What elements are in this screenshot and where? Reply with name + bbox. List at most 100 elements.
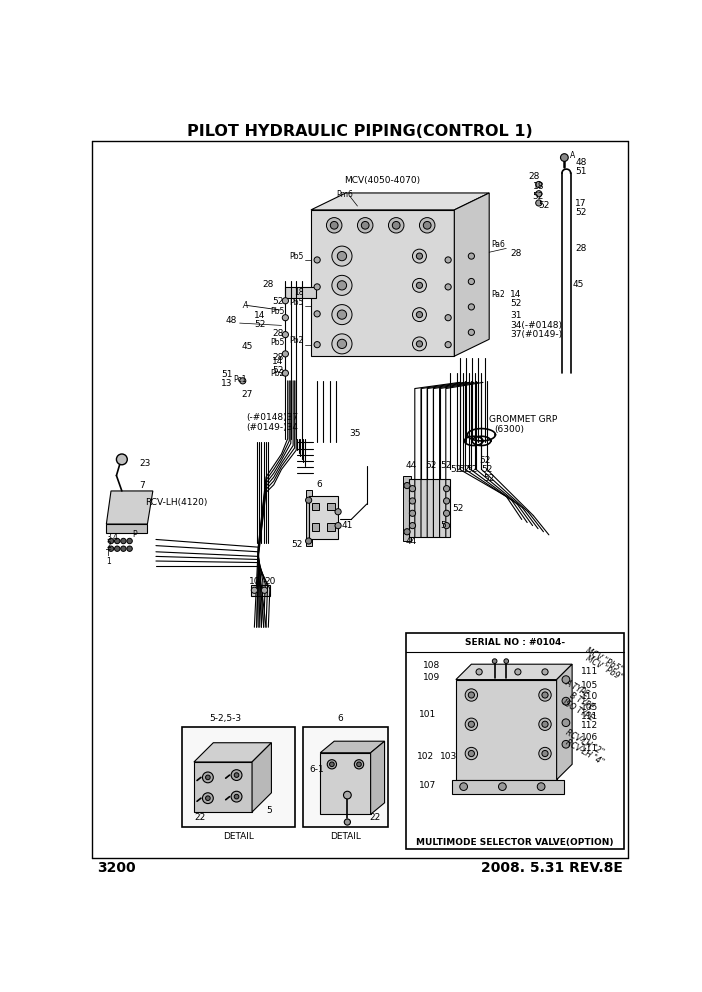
Circle shape	[121, 546, 126, 552]
Circle shape	[335, 523, 341, 529]
Bar	[406, 634, 624, 849]
Circle shape	[337, 281, 347, 290]
Text: 28: 28	[528, 173, 539, 182]
Text: Pb5: Pb5	[289, 252, 304, 261]
Circle shape	[445, 284, 451, 290]
Bar	[409, 479, 450, 537]
Text: 6: 6	[317, 480, 322, 489]
Text: 3: 3	[106, 534, 111, 543]
Text: 52: 52	[458, 465, 470, 474]
Circle shape	[234, 773, 239, 778]
Text: 6-1: 6-1	[310, 765, 324, 774]
Text: Pc1: Pc1	[234, 375, 247, 384]
Circle shape	[536, 200, 542, 206]
Circle shape	[492, 659, 497, 664]
Circle shape	[337, 252, 347, 261]
Circle shape	[413, 279, 426, 293]
Circle shape	[542, 669, 548, 675]
Circle shape	[468, 750, 475, 757]
Text: 28: 28	[575, 244, 587, 253]
Circle shape	[108, 546, 114, 552]
Text: 18: 18	[533, 183, 544, 191]
Text: 28: 28	[272, 353, 284, 362]
Circle shape	[239, 378, 246, 384]
Circle shape	[465, 718, 477, 730]
Text: Pa2: Pa2	[491, 290, 505, 300]
Text: MULTIMODE SELECTOR VALVE(OPTION): MULTIMODE SELECTOR VALVE(OPTION)	[416, 838, 614, 847]
Circle shape	[562, 676, 570, 683]
Text: PILOT HYDRAULIC PIPING(CONTROL 1): PILOT HYDRAULIC PIPING(CONTROL 1)	[187, 124, 533, 139]
Text: 52: 52	[451, 465, 462, 474]
Circle shape	[114, 539, 120, 544]
Circle shape	[314, 257, 320, 263]
Bar	[312, 503, 319, 510]
Text: Pb2: Pb2	[270, 369, 284, 378]
Circle shape	[465, 688, 477, 701]
Text: 52: 52	[425, 461, 436, 470]
Circle shape	[444, 523, 450, 529]
Text: 52: 52	[575, 208, 587, 217]
Circle shape	[445, 257, 451, 263]
Circle shape	[444, 498, 450, 504]
Text: SERIAL NO : #0104-: SERIAL NO : #0104-	[465, 638, 565, 647]
Circle shape	[231, 792, 242, 802]
Polygon shape	[311, 193, 489, 210]
Bar	[403, 475, 411, 541]
Text: 22: 22	[369, 812, 380, 822]
Circle shape	[562, 740, 570, 748]
Text: 13: 13	[221, 379, 232, 389]
Circle shape	[202, 772, 213, 783]
Text: 27: 27	[241, 390, 253, 399]
Circle shape	[202, 793, 213, 804]
Text: (6300): (6300)	[494, 425, 524, 434]
Circle shape	[362, 221, 369, 229]
Circle shape	[468, 304, 475, 310]
Circle shape	[305, 538, 312, 544]
Polygon shape	[320, 741, 385, 753]
Text: 106: 106	[581, 733, 599, 742]
Polygon shape	[194, 743, 272, 762]
Circle shape	[231, 770, 242, 781]
Bar	[303, 727, 388, 827]
Text: RCV-LH(4120): RCV-LH(4120)	[145, 498, 208, 507]
Circle shape	[108, 539, 114, 544]
Circle shape	[504, 659, 508, 664]
Text: 5: 5	[440, 521, 446, 530]
Circle shape	[335, 509, 341, 515]
Circle shape	[445, 314, 451, 320]
Circle shape	[413, 308, 426, 321]
Polygon shape	[557, 665, 572, 780]
Circle shape	[416, 283, 423, 289]
Circle shape	[468, 721, 475, 727]
Circle shape	[404, 482, 410, 489]
Text: 109: 109	[423, 673, 439, 682]
Circle shape	[416, 311, 423, 317]
Text: (#0149-)34: (#0149-)34	[246, 423, 298, 432]
Text: 2: 2	[106, 541, 111, 551]
Polygon shape	[456, 680, 557, 780]
Circle shape	[476, 669, 482, 675]
Text: 45: 45	[241, 341, 253, 351]
Circle shape	[537, 783, 545, 791]
Bar	[309, 496, 338, 539]
Text: 35: 35	[350, 429, 362, 437]
Circle shape	[498, 783, 506, 791]
Circle shape	[326, 217, 342, 233]
Text: RCV-LH "4": RCV-LH "4"	[564, 738, 604, 767]
Circle shape	[234, 795, 239, 799]
Text: 10: 10	[249, 576, 260, 585]
Polygon shape	[456, 665, 572, 680]
Circle shape	[542, 721, 548, 727]
Circle shape	[562, 697, 570, 705]
Bar	[183, 727, 295, 827]
Text: A: A	[243, 301, 248, 310]
Bar	[106, 524, 147, 534]
Circle shape	[536, 190, 542, 196]
Circle shape	[539, 747, 551, 760]
Text: Pb5: Pb5	[270, 338, 284, 347]
Text: 41: 41	[341, 521, 352, 530]
Circle shape	[355, 760, 364, 769]
Circle shape	[409, 485, 416, 492]
Bar	[327, 503, 335, 510]
Text: 52: 52	[254, 320, 266, 329]
